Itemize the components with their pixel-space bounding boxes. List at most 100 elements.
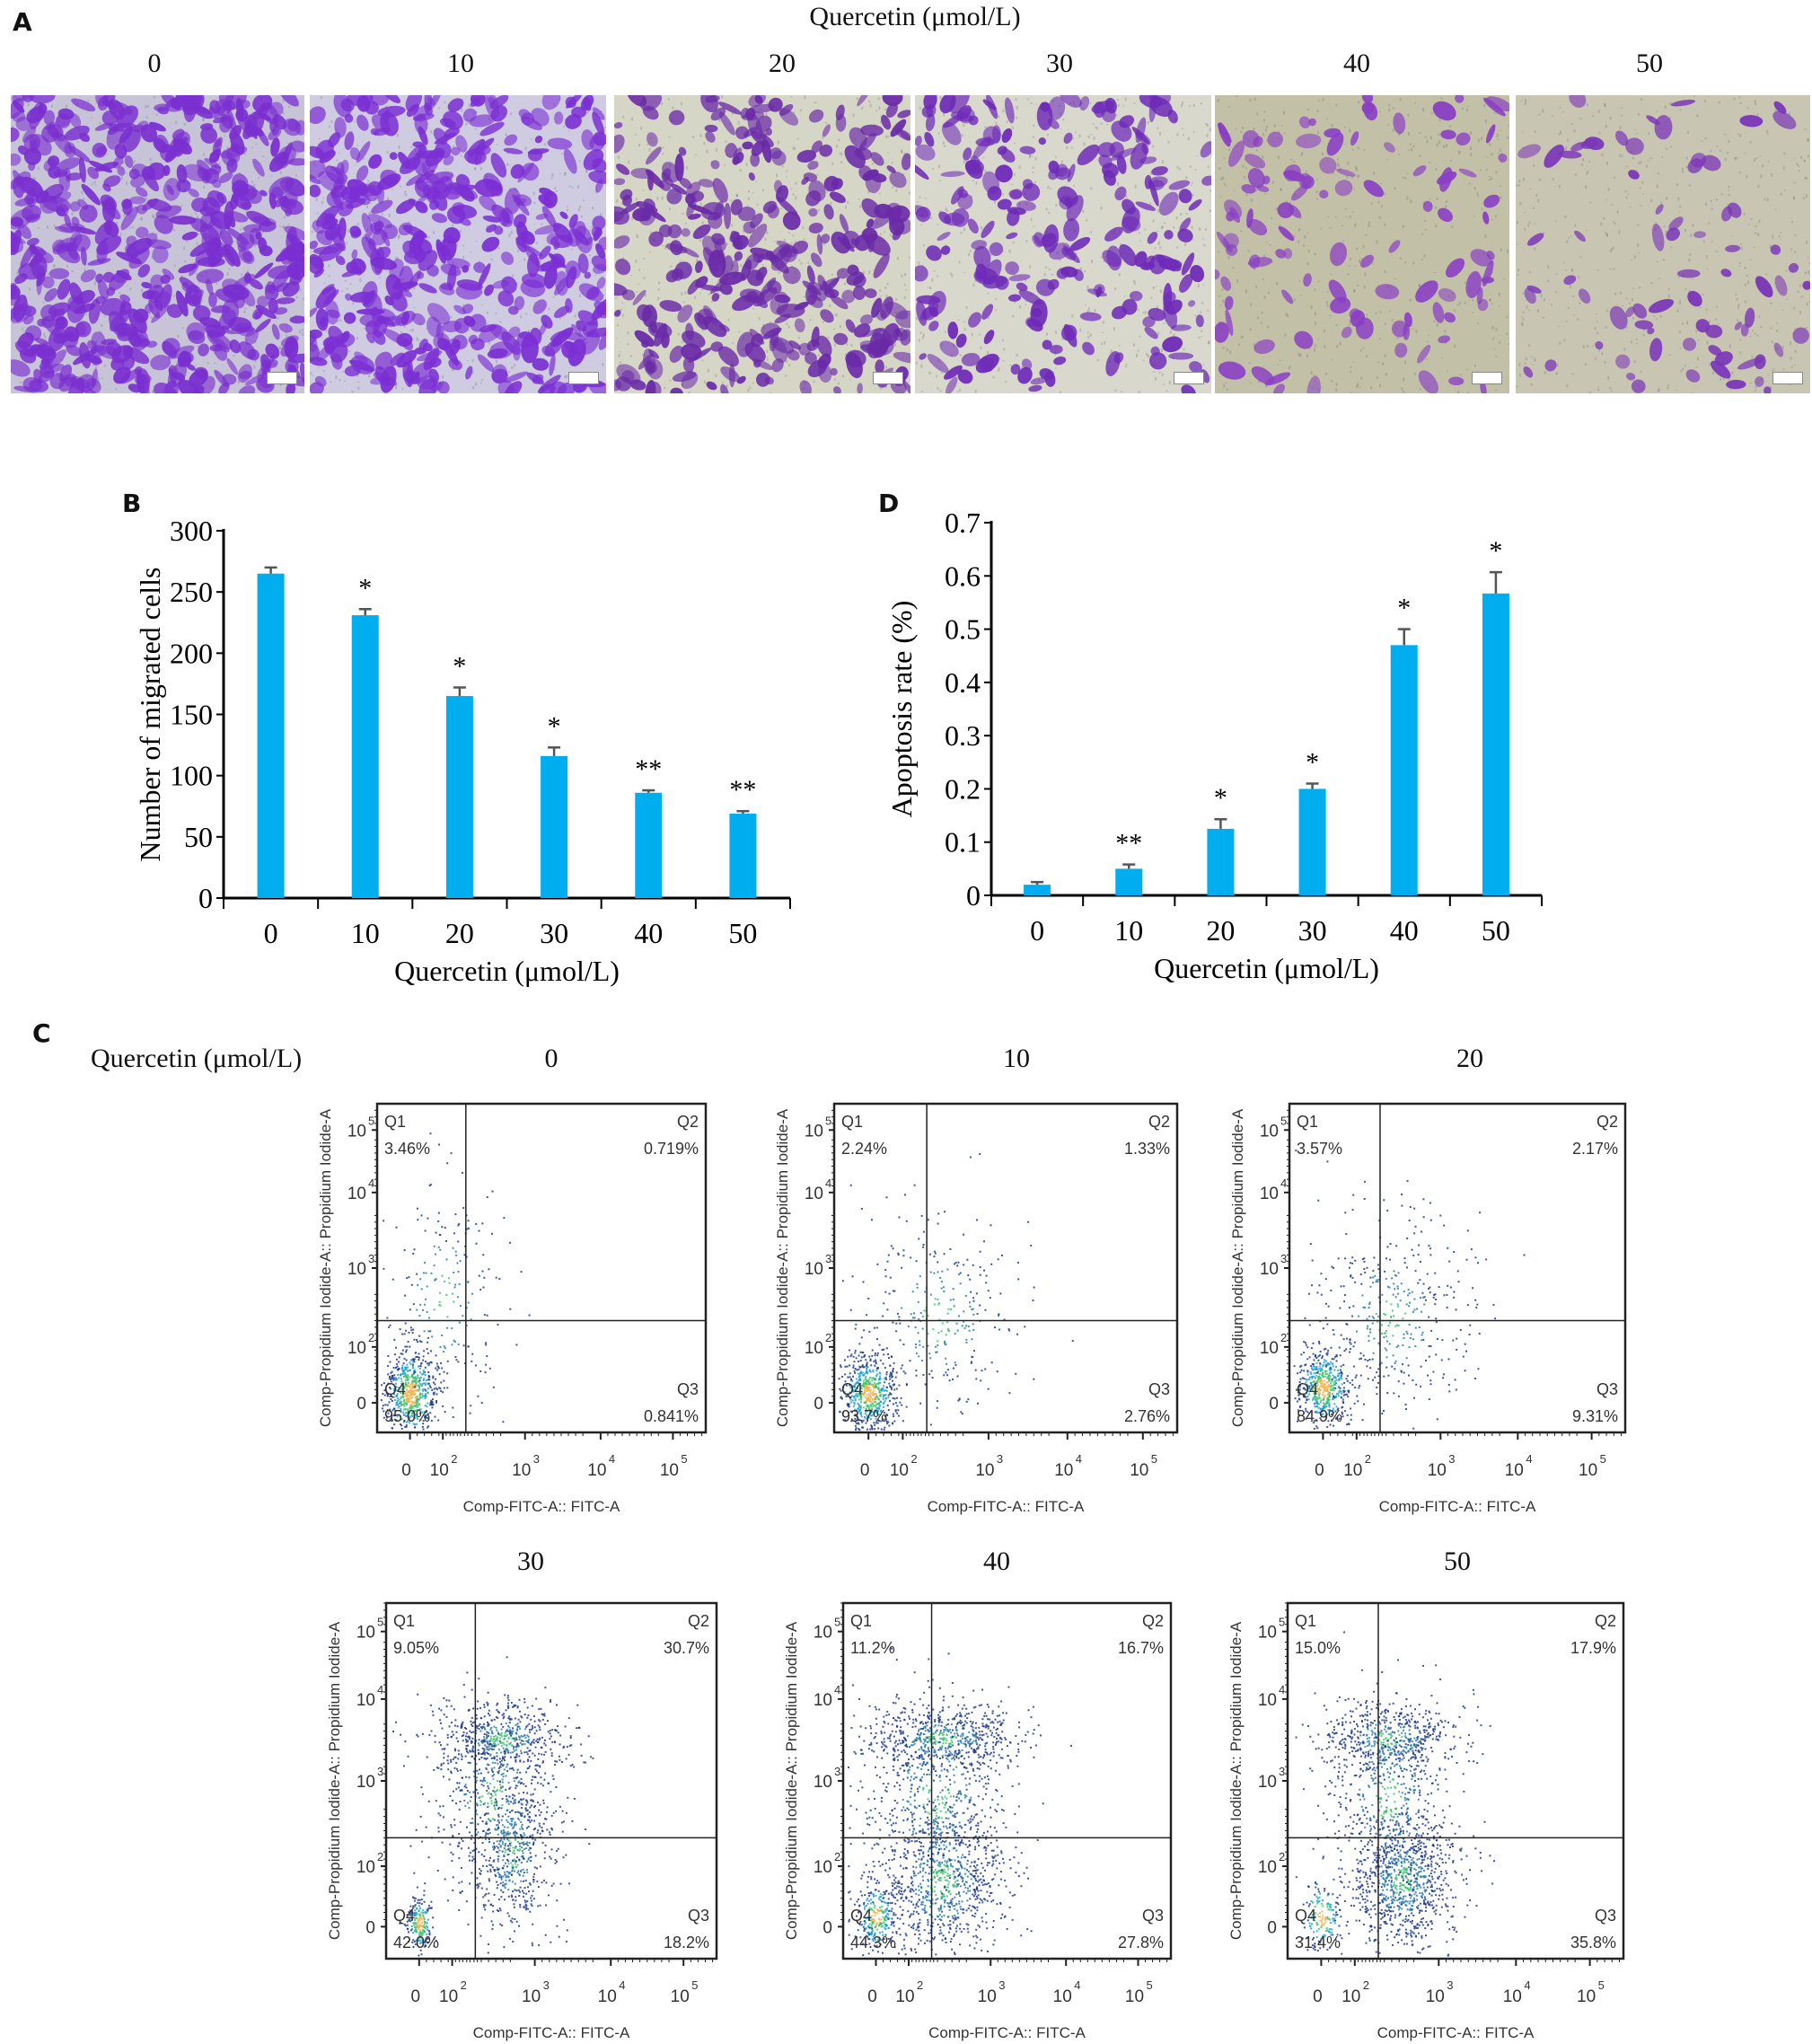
y-tick-exponent: 2 [1279,1850,1285,1863]
x-tick-exponent: 5 [681,1452,687,1466]
y-tick-label: 10 [347,1260,366,1279]
y-tick-label: 10 [814,1858,832,1877]
y-axis-label: Comp-Propidium Iodide-A:: Propidium Iodi… [1229,1108,1246,1427]
significance-marker: * [453,652,466,682]
y-tick-label: 0 [365,1918,375,1937]
y-axis-label: Comp-Propidium Iodide-A:: Propidium Iodi… [1227,1621,1245,1940]
x-tick-label: 10 [1053,1987,1072,2006]
y-axis-label: Comp-Propidium Iodide-A:: Propidium Iodi… [774,1108,791,1427]
bar [1482,594,1509,895]
quadrant-percentage: 0.841% [644,1407,699,1425]
quadrant-name: Q3 [688,1907,709,1925]
quadrant-name: Q1 [841,1113,863,1131]
bar [352,615,379,898]
flow-panel-concentration: 30 [517,1546,544,1577]
quadrant-name: Q1 [393,1612,415,1630]
x-tick-label: 0 [1313,1987,1323,2006]
x-tick-label: 30 [540,917,568,949]
quadrant-percentage: 2.76% [1124,1407,1170,1425]
quadrant-name: Q4 [850,1907,872,1925]
micrograph-image [915,95,1211,393]
significance-marker: ** [635,754,662,784]
bar [1115,868,1142,895]
quadrant-percentage: 2.24% [841,1140,887,1158]
x-tick-label: 10 [512,1461,531,1480]
y-tick-label: 10 [805,1185,823,1203]
x-tick-exponent: 3 [1448,1452,1455,1466]
y-tick-exponent: 5 [368,1114,374,1127]
y-tick-exponent: 5 [834,1616,840,1629]
panel-c-row-label: Quercetin (μmol/L) [91,1044,302,1074]
quadrant-name: Q4 [393,1907,415,1925]
quadrant-name: Q2 [688,1612,709,1630]
x-tick-label: 50 [728,917,757,949]
quadrant-percentage: 42.0% [393,1934,439,1951]
y-tick-label: 200 [170,637,213,669]
y-tick-exponent: 2 [368,1331,374,1344]
panel-a-title: Quercetin (μmol/L) [809,2,1020,32]
bar [446,696,473,898]
x-tick-exponent: 2 [910,1452,917,1466]
x-tick-label: 0 [1030,914,1044,947]
x-axis-label: Quercetin (μmol/L) [394,955,620,987]
y-tick-exponent: 5 [377,1616,383,1629]
y-tick-label: 10 [1258,1691,1277,1710]
y-tick-label: 250 [170,576,213,608]
quadrant-name: Q2 [1142,1612,1164,1630]
quadrant-percentage: 15.0% [1295,1639,1341,1657]
y-tick-exponent: 3 [825,1252,831,1265]
y-tick-label: 0.6 [945,559,981,592]
y-tick-exponent: 3 [1279,1765,1285,1778]
x-tick-label: 10 [587,1461,606,1480]
y-tick-exponent: 3 [834,1765,840,1778]
flow-plot: Q111.2%Q216.7%Q327.8%Q444.3%010210310410… [780,1594,1180,2044]
quadrant-percentage: 2.17% [1572,1140,1618,1158]
micrograph-image [1215,95,1509,393]
y-tick-exponent: 5 [1280,1114,1287,1127]
y-tick-label: 10 [356,1691,375,1710]
quadrant-name: Q3 [1595,1907,1616,1925]
bar [1391,645,1418,895]
significance-marker: * [1489,536,1502,566]
y-tick-label: 10 [805,1122,823,1141]
quadrant-name: Q1 [1297,1113,1318,1131]
y-tick-label: 0.3 [945,719,981,752]
x-tick-label: 10 [430,1461,449,1480]
x-axis-label: Quercetin (μmol/L) [1154,952,1379,984]
quadrant-percentage: 31.4% [1295,1934,1341,1951]
y-tick-label: 0.7 [945,507,981,539]
x-axis-label: Comp-FITC-A:: FITC-A [473,2024,630,2041]
quadrant-percentage: 27.8% [1118,1934,1164,1951]
x-tick-label: 10 [1426,1987,1445,2006]
flow-panel-concentration: 40 [983,1546,1010,1577]
x-tick-exponent: 4 [1524,1978,1530,1992]
x-tick-label: 10 [1579,1461,1597,1480]
x-tick-exponent: 5 [1598,1978,1605,1992]
y-tick-label: 10 [1260,1260,1279,1279]
x-tick-exponent: 3 [543,1978,550,1992]
quadrant-percentage: 93.7% [841,1407,887,1425]
quadrant-name: Q4 [1297,1380,1318,1398]
quadrant-name: Q4 [841,1380,863,1398]
y-tick-exponent: 3 [368,1252,374,1265]
y-tick-label: 10 [356,1858,375,1877]
y-tick-exponent: 2 [1280,1331,1287,1344]
x-tick-exponent: 2 [1363,1978,1369,1992]
x-tick-exponent: 2 [461,1978,467,1992]
flow-plot: Q13.46%Q20.719%Q30.841%Q495.0%0102103104… [314,1095,715,1518]
significance-marker: * [1214,783,1227,813]
y-tick-label: 100 [170,760,213,792]
x-tick-exponent: 4 [609,1452,615,1466]
x-tick-exponent: 3 [1447,1978,1453,1992]
quadrant-name: Q3 [677,1380,699,1398]
x-tick-label: 10 [1428,1461,1447,1480]
x-tick-label: 10 [1054,1461,1073,1480]
x-tick-label: 10 [1341,1987,1360,2006]
scale-bar [1174,372,1204,384]
x-tick-exponent: 5 [691,1978,698,1992]
x-tick-exponent: 2 [917,1978,923,1992]
y-tick-label: 0 [822,1918,832,1937]
x-tick-label: 20 [1206,914,1235,947]
y-tick-exponent: 3 [1280,1252,1287,1265]
y-axis-label: Comp-Propidium Iodide-A:: Propidium Iodi… [326,1621,343,1940]
